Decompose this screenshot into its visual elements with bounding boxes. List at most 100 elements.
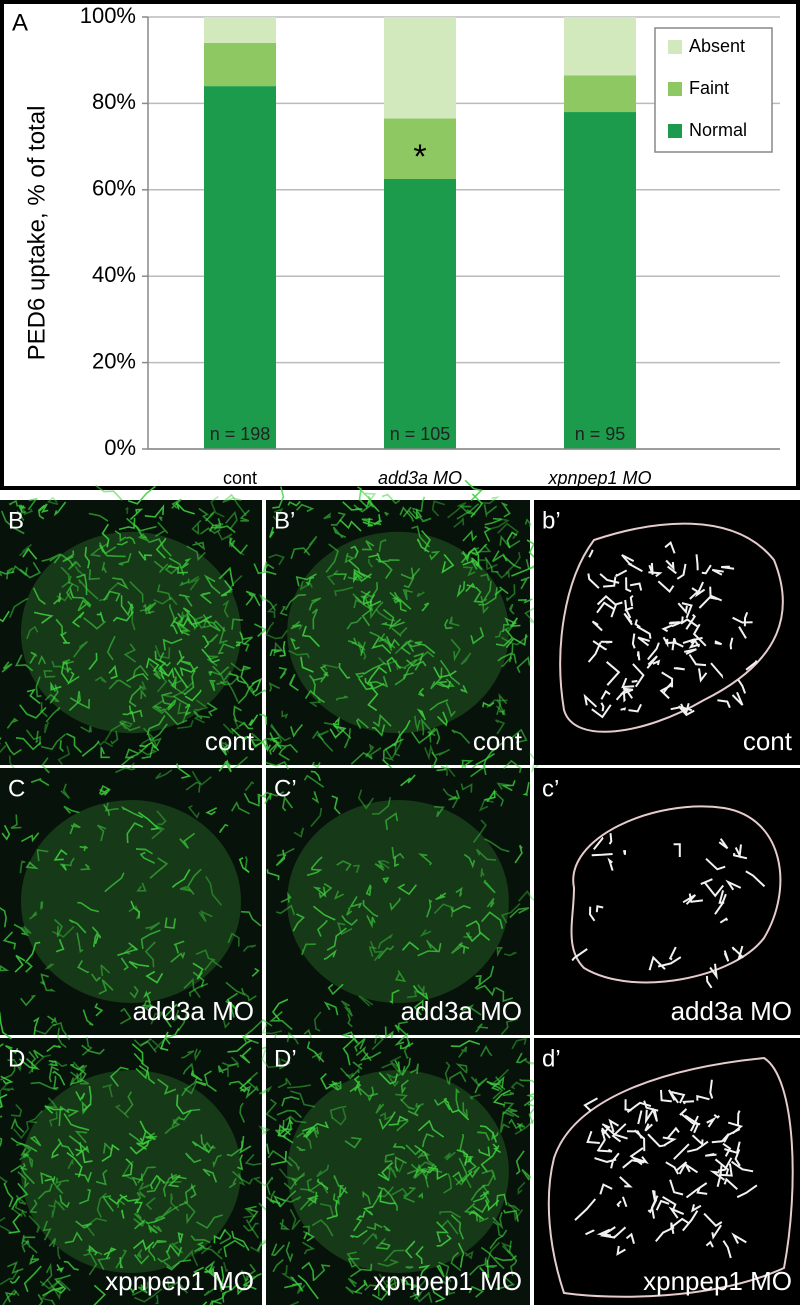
tracing-branch [682, 894, 697, 905]
vessel-signal [325, 543, 339, 573]
vessel-signal [365, 499, 380, 513]
tracing-branch [644, 1109, 654, 1125]
vessel-signal [239, 1102, 246, 1123]
tracing-branch [686, 1140, 709, 1153]
tracing-branch [671, 1091, 686, 1104]
vessel-signal [134, 1288, 163, 1303]
vessel-signal [278, 666, 288, 679]
vessel-signal [480, 868, 485, 878]
panel-caption: add3a MO [671, 996, 792, 1026]
tracing-branch [705, 857, 726, 871]
vessel-signal [61, 581, 79, 592]
vessel-signal [206, 655, 219, 667]
vessel-signal [299, 1198, 319, 1211]
vessel-signal [150, 1011, 165, 1025]
vessel-signal [75, 1091, 86, 1102]
vessel-signal [465, 582, 477, 593]
vessel-signal [171, 869, 191, 889]
vessel-signal [483, 526, 492, 542]
vessel-signal [243, 792, 261, 807]
vessel-signal [205, 511, 215, 522]
vessel-signal [126, 536, 136, 545]
vessel-signal [373, 514, 383, 526]
vessel-signal [378, 538, 387, 552]
vessel-signal [66, 732, 83, 754]
vessel-signal [478, 1146, 491, 1158]
vessel-signal [146, 1132, 158, 1139]
vessel-signal [15, 737, 42, 751]
tracing-branch [648, 571, 663, 578]
vessel-signal [118, 517, 136, 531]
vessel-signal [366, 915, 376, 929]
vessel-signal [354, 672, 365, 679]
vessel-signal [170, 1193, 180, 1212]
vessel-signal [173, 940, 185, 954]
bar-segment [204, 86, 276, 450]
vessel-signal [377, 1259, 400, 1267]
vessel-signal [343, 1006, 353, 1017]
vessel-signal [484, 517, 503, 526]
vessel-signal [56, 1264, 65, 1273]
vessel-signal [377, 633, 396, 649]
vessel-signal [192, 962, 204, 980]
vessel-signal [212, 1154, 222, 1169]
vessel-signal [510, 1260, 518, 1277]
vessel-signal [199, 591, 212, 605]
vessel-signal [392, 1142, 406, 1150]
vessel-signal [400, 774, 416, 787]
vessel-signal [68, 919, 87, 934]
vessel-signal [145, 970, 164, 984]
vessel-signal [355, 1045, 372, 1062]
vessel-signal [326, 569, 339, 586]
vessel-signal [13, 923, 30, 937]
vessel-signal [100, 964, 111, 977]
vessel-signal [319, 1203, 338, 1218]
vessel-signal [431, 1287, 446, 1303]
tracing-branch [591, 853, 613, 857]
vessel-signal [194, 1048, 202, 1062]
vessel-signal [363, 1205, 374, 1216]
vessel-signal [333, 1175, 344, 1187]
tracing-branch [681, 602, 693, 619]
vessel-signal [405, 1144, 422, 1156]
vessel-signal [313, 1011, 322, 1032]
vessel-signal [251, 1222, 260, 1239]
vessel-signal [73, 640, 88, 658]
vessel-signal [45, 706, 61, 723]
vessel-signal [231, 801, 251, 815]
vessel-signal [382, 877, 390, 884]
tracing-branch [673, 667, 685, 671]
vessel-signal [67, 560, 82, 571]
vessel-signal [222, 723, 239, 735]
vessel-signal [442, 788, 459, 809]
vessel-signal [102, 1195, 114, 1212]
vessel-signal [241, 1035, 259, 1045]
tracing-branch [587, 573, 600, 589]
vessel-signal [383, 1249, 405, 1262]
vessel-signal [290, 1090, 316, 1108]
vessel-signal [301, 1241, 316, 1255]
vessel-signal [358, 995, 374, 1007]
vessel-signal [29, 651, 38, 664]
vessel-signal [198, 1246, 223, 1260]
tracing-branch [667, 1126, 680, 1139]
vessel-signal [362, 662, 388, 675]
vessel-signal [85, 1217, 107, 1237]
vessel-signal [8, 499, 19, 507]
vessel-signal [266, 603, 278, 618]
bar-segment [564, 112, 636, 449]
vessel-signal [11, 1207, 27, 1218]
vessel-signal [270, 1243, 285, 1257]
vessel-signal [369, 675, 389, 688]
vessel-signal [391, 1187, 408, 1197]
vessel-signal [402, 589, 413, 601]
vessel-signal [341, 915, 358, 926]
vessel-signal [222, 494, 242, 504]
tracing-branch [601, 1127, 611, 1139]
vessel-signal [195, 949, 216, 961]
vessel-signal [203, 1284, 218, 1297]
vessel-signal [303, 774, 325, 788]
vessel-signal [99, 788, 110, 796]
